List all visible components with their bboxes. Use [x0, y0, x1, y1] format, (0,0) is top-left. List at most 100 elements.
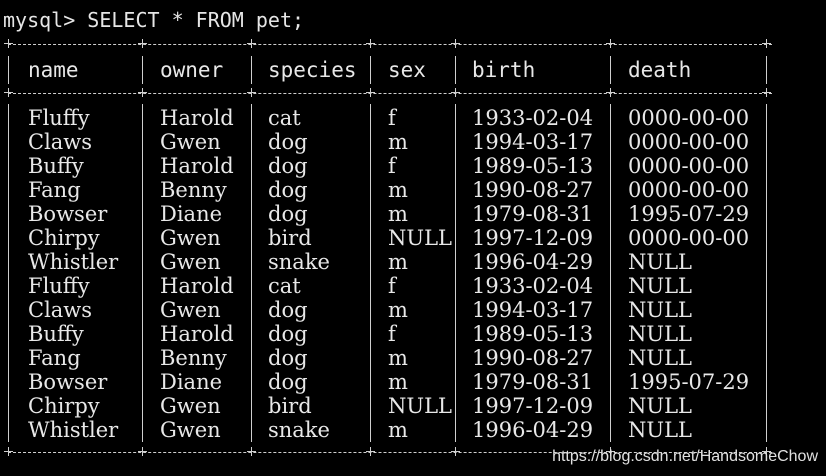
border-corner [138, 39, 147, 48]
cell-death: NULL [628, 274, 692, 298]
cell-owner: Gwen [160, 130, 221, 154]
table-row: Fang Benny dog m 1990-08-27 NULL [0, 346, 826, 370]
table-row: Fluffy Harold cat f 1933-02-04 0000-00-0… [0, 106, 826, 130]
cell-owner: Gwen [160, 298, 221, 322]
border-corner [606, 39, 615, 48]
cell-birth: 1933-02-04 [472, 106, 594, 130]
cell-name: Bowser [28, 370, 108, 394]
column-separator [455, 104, 456, 442]
border-corner [606, 88, 615, 97]
cell-sex: f [388, 274, 396, 298]
cell-birth: 1990-08-27 [472, 178, 594, 202]
cell-sex: m [388, 370, 408, 394]
border-corner [247, 39, 256, 48]
cell-death: 0000-00-00 [628, 178, 750, 202]
border-corner [762, 447, 771, 456]
cell-death: NULL [628, 418, 692, 442]
border-corner [366, 447, 375, 456]
cell-species: cat [268, 274, 301, 298]
cell-owner: Harold [160, 154, 234, 178]
table-row: Chirpy Gwen bird NULL 1997-12-09 0000-00… [0, 226, 826, 250]
cell-death: 0000-00-00 [628, 226, 750, 250]
cell-owner: Benny [160, 346, 227, 370]
cell-species: dog [268, 322, 308, 346]
cell-sex: m [388, 130, 408, 154]
cell-sex: m [388, 298, 408, 322]
cell-owner: Gwen [160, 226, 221, 250]
header-separator [610, 56, 611, 84]
column-header-owner: owner [160, 58, 224, 82]
cell-death: 1995-07-29 [628, 202, 750, 226]
cell-owner: Harold [160, 322, 234, 346]
table-row: Whistler Gwen snake m 1996-04-29 NULL [0, 250, 826, 274]
cell-birth: 1997-12-09 [472, 226, 594, 250]
cell-name: Fang [28, 346, 81, 370]
column-header-name: name [28, 58, 79, 82]
cell-owner: Harold [160, 274, 234, 298]
sql-command: SELECT * FROM pet; [87, 8, 305, 32]
table-row: Buffy Harold dog f 1989-05-13 0000-00-00 [0, 154, 826, 178]
cell-sex: m [388, 418, 408, 442]
column-header-sex: sex [388, 58, 426, 82]
cell-birth: 1990-08-27 [472, 346, 594, 370]
cell-birth: 1989-05-13 [472, 322, 594, 346]
border-corner [138, 88, 147, 97]
column-separator [8, 104, 9, 442]
table-row: Claws Gwen dog m 1994-03-17 0000-00-00 [0, 130, 826, 154]
cell-name: Whistler [28, 418, 119, 442]
cell-sex: f [388, 106, 396, 130]
cell-species: dog [268, 298, 308, 322]
column-header-species: species [268, 58, 357, 82]
cell-death: NULL [628, 394, 692, 418]
table-row: Buffy Harold dog f 1989-05-13 NULL [0, 322, 826, 346]
cell-owner: Gwen [160, 418, 221, 442]
cell-owner: Gwen [160, 394, 221, 418]
header-separator [142, 56, 143, 84]
column-header-birth: birth [472, 58, 536, 82]
cell-birth: 1994-03-17 [472, 298, 594, 322]
border-corner [247, 88, 256, 97]
cell-owner: Diane [160, 370, 223, 394]
cell-death: NULL [628, 250, 692, 274]
cell-species: dog [268, 130, 308, 154]
table-border-header-bottom [8, 93, 772, 94]
cell-name: Buffy [28, 322, 84, 346]
column-separator [251, 104, 252, 442]
cell-species: dog [268, 202, 308, 226]
column-separator [610, 104, 611, 442]
border-corner [366, 88, 375, 97]
cell-sex: m [388, 178, 408, 202]
cell-name: Buffy [28, 154, 84, 178]
table-row: Chirpy Gwen bird NULL 1997-12-09 NULL [0, 394, 826, 418]
cell-sex: NULL [388, 394, 452, 418]
cell-sex: m [388, 346, 408, 370]
cell-name: Chirpy [28, 394, 100, 418]
border-corner [4, 447, 13, 456]
column-separator [766, 104, 767, 442]
cell-species: dog [268, 370, 308, 394]
cell-species: cat [268, 106, 301, 130]
header-separator [455, 56, 456, 84]
header-separator [766, 56, 767, 84]
border-corner [762, 39, 771, 48]
cell-name: Claws [28, 298, 93, 322]
cell-name: Fluffy [28, 106, 90, 130]
cell-death: NULL [628, 322, 692, 346]
cell-birth: 1979-08-31 [472, 202, 594, 226]
mysql-prompt: mysql> [3, 8, 76, 32]
cell-birth: 1996-04-29 [472, 418, 594, 442]
column-header-death: death [628, 58, 692, 82]
cell-owner: Gwen [160, 250, 221, 274]
border-corner [366, 39, 375, 48]
cell-name: Bowser [28, 202, 108, 226]
cell-species: snake [268, 418, 330, 442]
watermark-url: https://blog.csdn.net/HandsomeChow [552, 448, 818, 465]
cell-owner: Diane [160, 202, 223, 226]
cell-owner: Harold [160, 106, 234, 130]
cell-birth: 1933-02-04 [472, 274, 594, 298]
cell-species: bird [268, 394, 312, 418]
cell-birth: 1996-04-29 [472, 250, 594, 274]
header-separator [251, 56, 252, 84]
cell-birth: 1979-08-31 [472, 370, 594, 394]
